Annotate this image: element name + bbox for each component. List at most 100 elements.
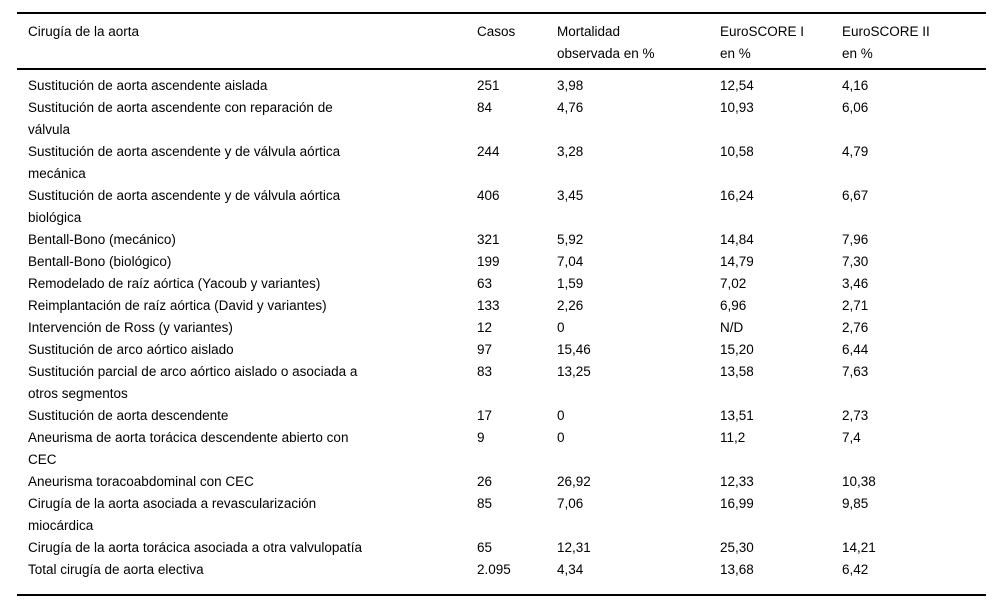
aorta-surgery-table-container: Cirugía de la aorta Casos Mortalidad obs… [17, 12, 986, 596]
cases-value: 244 [477, 144, 500, 159]
observed-mortality-value: 1,59 [557, 276, 584, 291]
euroscore-2-value: 7,63 [842, 364, 869, 379]
euroscore-2-value: 4,79 [842, 144, 869, 159]
euroscore-2-value: 2,76 [842, 320, 869, 335]
column-header-euroscore-2: EuroSCORE II en % [842, 24, 930, 61]
table-row: Cirugía de la aorta torácica asociada a … [17, 537, 986, 559]
euroscore-1-value: 7,02 [720, 276, 747, 291]
cases-value: 63 [477, 276, 493, 291]
cases-value: 406 [477, 188, 500, 203]
column-header-surgery: Cirugía de la aorta [28, 24, 140, 39]
euroscore-1-value: 10,93 [720, 100, 754, 115]
cases-value: 199 [477, 254, 500, 269]
procedure-name: Sustitución de aorta ascendente y de vál… [28, 188, 341, 225]
table-row: Bentall-Bono (mecánico) 321 5,92 14,84 7… [17, 229, 986, 251]
cases-value: 97 [477, 342, 493, 357]
observed-mortality-value: 2,26 [557, 298, 584, 313]
observed-mortality-value: 12,31 [557, 540, 591, 555]
euroscore-2-value: 7,4 [842, 430, 861, 445]
table-row: Total cirugía de aorta electiva 2.095 4,… [17, 559, 986, 595]
table-row: Sustitución de aorta ascendente y de vál… [17, 141, 986, 185]
euroscore-1-value: 13,51 [720, 408, 754, 423]
observed-mortality-value: 4,76 [557, 100, 584, 115]
cases-value: 9 [477, 430, 485, 445]
observed-mortality-value: 5,92 [557, 232, 584, 247]
euroscore-1-value: 14,84 [720, 232, 754, 247]
cases-value: 2.095 [477, 562, 511, 577]
procedure-name: Aneurisma de aorta torácica descendente … [28, 430, 349, 467]
euroscore-2-value: 3,46 [842, 276, 869, 291]
observed-mortality-value: 0 [557, 320, 565, 335]
euroscore-1-value: N/D [720, 320, 744, 335]
euroscore-2-value: 6,67 [842, 188, 869, 203]
procedure-name: Sustitución de aorta ascendente con repa… [28, 100, 333, 137]
table-row: Sustitución de aorta ascendente con repa… [17, 97, 986, 141]
cases-value: 17 [477, 408, 493, 423]
euroscore-2-value: 10,38 [842, 474, 876, 489]
procedure-name: Intervención de Ross (y variantes) [28, 320, 233, 335]
table-header: Cirugía de la aorta Casos Mortalidad obs… [17, 13, 986, 69]
procedure-name: Sustitución de aorta ascendente y de vál… [28, 144, 341, 181]
procedure-name: Sustitución de aorta descendente [28, 408, 229, 423]
table-row: Sustitución parcial de arco aórtico aisl… [17, 361, 986, 405]
cases-value: 12 [477, 320, 493, 335]
procedure-name: Bentall-Bono (biológico) [28, 254, 172, 269]
column-header-observed-mortality: Mortalidad observada en % [557, 24, 655, 61]
observed-mortality-value: 3,98 [557, 78, 584, 93]
cases-value: 85 [477, 496, 493, 511]
column-header-euroscore-1: EuroSCORE I en % [720, 24, 805, 61]
header-row: Cirugía de la aorta Casos Mortalidad obs… [17, 13, 986, 69]
euroscore-2-value: 4,16 [842, 78, 869, 93]
procedure-name: Cirugía de la aorta asociada a revascula… [28, 496, 317, 533]
euroscore-1-value: 10,58 [720, 144, 754, 159]
euroscore-2-value: 2,73 [842, 408, 869, 423]
table-row: Aneurisma toracoabdominal con CEC 26 26,… [17, 471, 986, 493]
observed-mortality-value: 13,25 [557, 364, 591, 379]
procedure-name: Sustitución de aorta ascendente aislada [28, 78, 268, 93]
table-row: Aneurisma de aorta torácica descendente … [17, 427, 986, 471]
observed-mortality-value: 3,45 [557, 188, 584, 203]
euroscore-1-value: 16,99 [720, 496, 754, 511]
aorta-surgery-table: Cirugía de la aorta Casos Mortalidad obs… [17, 12, 986, 596]
cases-value: 65 [477, 540, 493, 555]
table-row: Bentall-Bono (biológico) 199 7,04 14,79 … [17, 251, 986, 273]
euroscore-1-value: 14,79 [720, 254, 754, 269]
euroscore-2-value: 14,21 [842, 540, 876, 555]
table-body: Sustitución de aorta ascendente aislada … [17, 69, 986, 595]
observed-mortality-value: 0 [557, 430, 565, 445]
observed-mortality-value: 3,28 [557, 144, 584, 159]
procedure-name: Cirugía de la aorta torácica asociada a … [28, 540, 362, 555]
table-row: Reimplantación de raíz aórtica (David y … [17, 295, 986, 317]
euroscore-2-value: 7,96 [842, 232, 869, 247]
table-row: Sustitución de aorta descendente 17 0 13… [17, 405, 986, 427]
observed-mortality-value: 4,34 [557, 562, 584, 577]
cases-value: 133 [477, 298, 500, 313]
column-header-cases: Casos [477, 24, 516, 39]
euroscore-1-value: 12,33 [720, 474, 754, 489]
euroscore-1-value: 13,68 [720, 562, 754, 577]
observed-mortality-value: 7,06 [557, 496, 584, 511]
table-row: Sustitución de arco aórtico aislado 97 1… [17, 339, 986, 361]
cases-value: 26 [477, 474, 493, 489]
euroscore-2-value: 2,71 [842, 298, 869, 313]
euroscore-2-value: 6,44 [842, 342, 869, 357]
euroscore-2-value: 6,06 [842, 100, 869, 115]
procedure-name: Total cirugía de aorta electiva [28, 562, 204, 577]
observed-mortality-value: 0 [557, 408, 565, 423]
cases-value: 251 [477, 78, 500, 93]
table-row: Sustitución de aorta ascendente y de vál… [17, 185, 986, 229]
procedure-name: Sustitución de arco aórtico aislado [28, 342, 234, 357]
euroscore-1-value: 6,96 [720, 298, 747, 313]
procedure-name: Reimplantación de raíz aórtica (David y … [28, 298, 327, 313]
procedure-name: Aneurisma toracoabdominal con CEC [28, 474, 254, 489]
euroscore-2-value: 7,30 [842, 254, 869, 269]
euroscore-1-value: 25,30 [720, 540, 754, 555]
euroscore-1-value: 13,58 [720, 364, 754, 379]
table-row: Remodelado de raíz aórtica (Yacoub y var… [17, 273, 986, 295]
cases-value: 83 [477, 364, 493, 379]
euroscore-1-value: 11,2 [720, 430, 746, 445]
table-row: Sustitución de aorta ascendente aislada … [17, 69, 986, 97]
euroscore-1-value: 12,54 [720, 78, 754, 93]
euroscore-2-value: 6,42 [842, 562, 869, 577]
euroscore-1-value: 16,24 [720, 188, 754, 203]
